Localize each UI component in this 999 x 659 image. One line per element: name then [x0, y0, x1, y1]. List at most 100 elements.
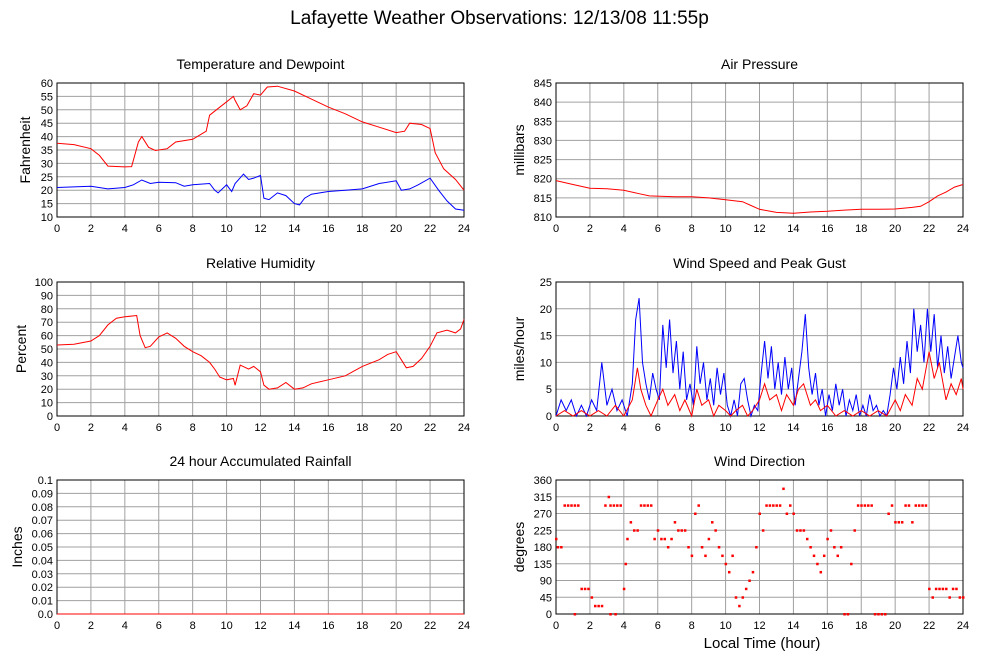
data-point [751, 570, 755, 574]
y-tick-label: 100 [35, 277, 53, 289]
chart-title: 24 hour Accumulated Rainfall [169, 453, 351, 469]
y-tick-label: 40 [41, 132, 53, 144]
data-point [775, 504, 778, 507]
data-point [900, 521, 904, 524]
data-point [897, 521, 901, 524]
data-point [782, 487, 785, 491]
series-line [56, 173, 465, 211]
x-tick-label: 2 [587, 223, 593, 235]
y-tick-label: 0.01 [32, 596, 53, 608]
data-point [962, 596, 965, 599]
x-tick-label: 12 [753, 223, 765, 235]
data-point [948, 596, 951, 599]
y-tick-label: 0.0 [38, 609, 53, 621]
data-point [734, 596, 738, 599]
x-tick-label: 12 [254, 422, 266, 434]
data-point [958, 596, 962, 599]
series-line [555, 180, 964, 214]
data-point [717, 546, 721, 549]
data-point [643, 504, 646, 507]
x-tick-label: 4 [122, 223, 128, 235]
y-tick-label: 55 [41, 91, 53, 103]
plot-frame [555, 82, 964, 218]
data-point [765, 504, 768, 507]
data-point [934, 587, 938, 591]
data-point [711, 521, 714, 524]
data-point [563, 504, 566, 507]
data-point [744, 587, 748, 591]
y-tick-label: 0.07 [32, 515, 53, 527]
data-point [907, 504, 911, 507]
data-point [622, 587, 626, 591]
data-point [860, 504, 863, 507]
x-tick-label: 0 [553, 620, 559, 632]
x-tick-label: 18 [356, 223, 368, 235]
y-tick-label: 845 [534, 78, 552, 90]
plot-frame [56, 281, 465, 417]
data-point [938, 587, 941, 591]
data-point [955, 587, 958, 591]
y-tick-label: 0 [546, 411, 552, 423]
data-point [880, 613, 884, 616]
y-tick-label: 45 [41, 118, 53, 130]
y-tick-label: 50 [41, 344, 53, 356]
chart-title: Relative Humidity [206, 255, 315, 271]
y-tick-label: 90 [540, 576, 552, 588]
x-tick-label: 10 [220, 620, 232, 632]
y-tick-label: 0 [546, 609, 552, 621]
y-tick-label: 45 [540, 592, 552, 604]
x-tick-label: 18 [855, 422, 867, 434]
y-tick-label: 50 [41, 105, 53, 117]
x-tick-label: 8 [190, 223, 196, 235]
y-tick-label: 90 [41, 290, 53, 302]
data-point [594, 604, 597, 608]
data-point [636, 529, 639, 532]
data-point [677, 529, 680, 532]
x-tick-label: 14 [288, 223, 300, 235]
data-point [626, 537, 629, 541]
data-point [670, 537, 673, 541]
data-point [687, 546, 690, 549]
x-tick-label: 24 [957, 223, 969, 235]
x-tick-label: 2 [88, 223, 94, 235]
data-point [911, 521, 914, 524]
y-tick-label: 840 [534, 97, 552, 109]
data-point [597, 604, 600, 608]
data-point [566, 504, 570, 507]
y-tick-label: 60 [41, 331, 53, 343]
data-point [660, 537, 663, 541]
data-point [856, 504, 860, 507]
x-tick-label: 22 [424, 620, 436, 632]
x-tick-label: 0 [54, 620, 60, 632]
data-point [727, 570, 731, 574]
data-point [577, 504, 580, 507]
data-point [666, 546, 670, 549]
data-point [928, 587, 931, 591]
data-point [917, 504, 921, 507]
y-tick-label: 315 [534, 492, 552, 504]
data-point [583, 587, 587, 591]
y-axis-label: degrees [511, 522, 527, 573]
data-point [883, 613, 887, 616]
x-tick-label: 4 [621, 422, 627, 434]
data-point [846, 613, 850, 616]
x-tick-label: 14 [787, 620, 799, 632]
data-point [607, 495, 611, 499]
x-tick-label: 6 [655, 223, 661, 235]
x-tick-label: 0 [553, 223, 559, 235]
data-point [646, 504, 650, 507]
data-point [683, 529, 687, 532]
data-point [612, 504, 616, 507]
x-tick-label: 20 [390, 620, 402, 632]
data-point [649, 504, 653, 507]
data-point [555, 537, 558, 541]
x-tick-label: 14 [787, 223, 799, 235]
data-point [873, 613, 877, 616]
data-point [778, 504, 782, 507]
x-tick-label: 4 [122, 620, 128, 632]
data-point [812, 554, 816, 558]
x-tick-label: 20 [390, 422, 402, 434]
y-axis-label: Percent [13, 325, 29, 373]
x-tick-label: 22 [923, 422, 935, 434]
